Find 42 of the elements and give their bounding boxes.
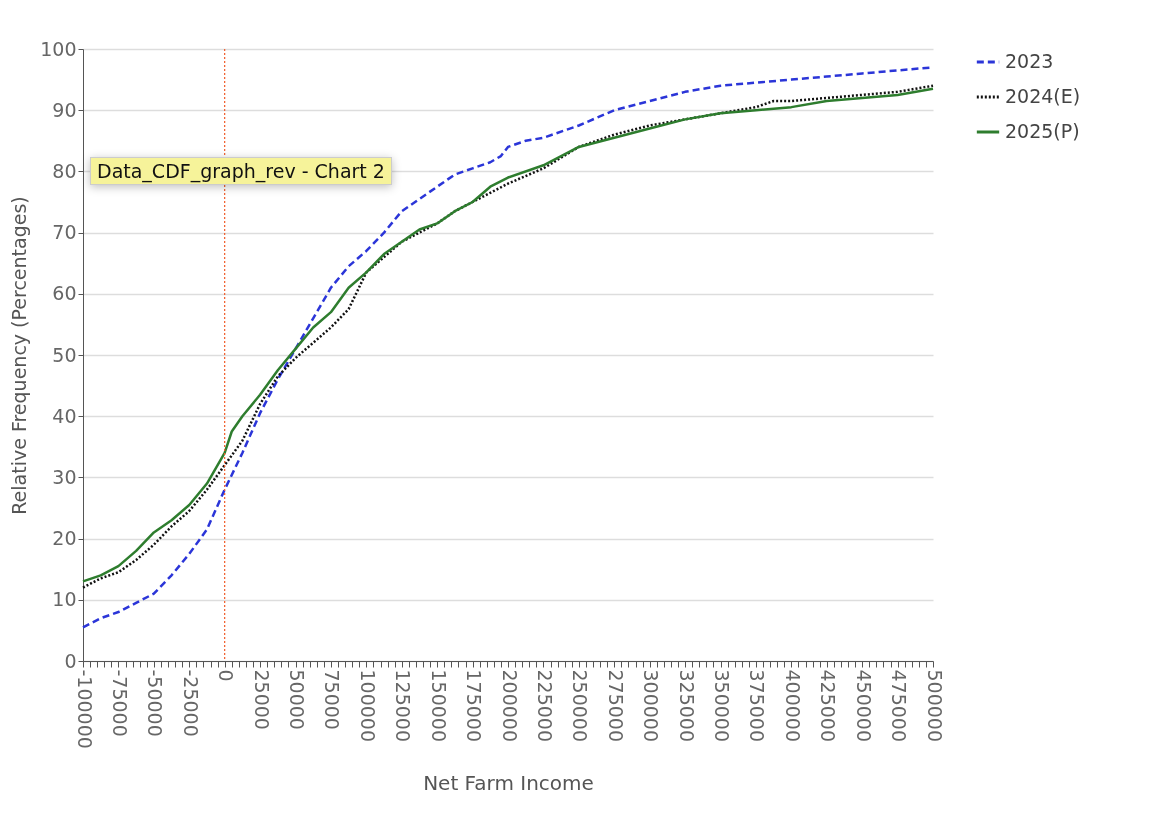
- y-axis-title: Relative Frequency (Percentages): [8, 196, 31, 515]
- x-tick-label: -100000: [73, 669, 96, 749]
- x-tick-label: 125000: [392, 669, 415, 743]
- x-tick-label: 500000: [923, 669, 946, 743]
- x-tick-label: 475000: [888, 669, 911, 743]
- x-tick-label: -75000: [108, 669, 131, 737]
- legend-label: 2025(P): [1005, 120, 1080, 142]
- x-tick-label: 0: [215, 669, 238, 682]
- x-tick-label: 50000: [286, 669, 308, 730]
- x-tick-label: 25000: [250, 669, 273, 730]
- x-tick-label: 175000: [463, 669, 486, 743]
- x-tick-label: 100000: [356, 669, 379, 743]
- x-tick-label: 200000: [498, 669, 521, 743]
- y-tick-label: 60: [52, 282, 77, 305]
- x-tick-label: 150000: [427, 669, 450, 743]
- y-tick-label: 90: [52, 98, 77, 121]
- y-tick-label: 70: [52, 221, 77, 244]
- x-tick-label: 325000: [675, 669, 698, 743]
- x-tick-label: -25000: [179, 669, 202, 737]
- x-tick-label: 75000: [321, 669, 344, 730]
- y-tick-label: 100: [40, 37, 77, 60]
- x-tick-label: 250000: [569, 669, 592, 743]
- annotation: Data_CDF_graph_rev - Chart 2: [90, 157, 392, 185]
- x-tick-label: -50000: [144, 669, 167, 737]
- y-tick-label: 30: [52, 465, 77, 488]
- x-tick-label: 375000: [746, 669, 769, 743]
- legend-label: 2023: [1005, 50, 1054, 72]
- y-tick-label: 20: [52, 527, 77, 550]
- x-tick-label: 450000: [852, 669, 875, 743]
- y-tick-label: 40: [52, 404, 77, 427]
- y-tick-label: 80: [52, 159, 77, 182]
- x-tick-label: 400000: [781, 669, 804, 743]
- y-tick-label: 0: [64, 649, 77, 672]
- x-tick-label: 350000: [711, 669, 733, 743]
- legend-label: 2024(E): [1005, 85, 1081, 107]
- x-axis-title: Net Farm Income: [423, 770, 594, 795]
- y-tick-label: 50: [52, 343, 77, 366]
- y-tick-label: 10: [52, 588, 77, 611]
- x-tick-label: 275000: [604, 669, 627, 743]
- x-tick-label: 300000: [640, 669, 663, 743]
- x-tick-label: 425000: [817, 669, 840, 743]
- x-tick-label: 225000: [533, 669, 556, 743]
